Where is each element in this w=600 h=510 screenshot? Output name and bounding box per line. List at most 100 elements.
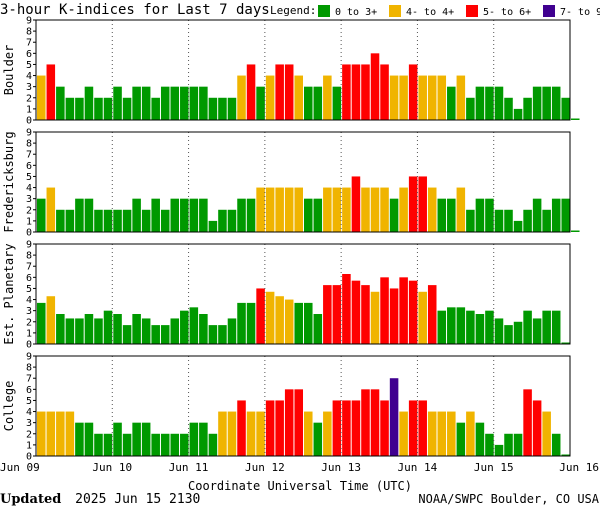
y-tick-label: 7 xyxy=(26,38,32,49)
bar xyxy=(275,187,284,232)
bar xyxy=(389,378,399,456)
y-tick-label: 7 xyxy=(26,374,32,385)
bar xyxy=(237,400,246,456)
bar xyxy=(180,433,189,456)
bar xyxy=(75,198,84,232)
bar xyxy=(532,198,542,232)
bar xyxy=(523,389,532,456)
bar xyxy=(199,422,208,456)
y-tick-label: 9 xyxy=(26,352,32,363)
bar xyxy=(160,209,170,232)
bar xyxy=(37,302,46,344)
bar xyxy=(332,285,342,344)
bar xyxy=(551,86,561,120)
bar xyxy=(151,433,160,456)
bar xyxy=(542,209,551,232)
bar xyxy=(408,64,418,120)
bar xyxy=(208,220,218,232)
bar xyxy=(351,280,361,344)
bar xyxy=(151,325,160,344)
bar xyxy=(427,75,437,120)
bar xyxy=(389,288,399,344)
bar xyxy=(94,97,103,120)
bar xyxy=(218,209,227,232)
bar xyxy=(65,209,75,232)
legend-swatch-1 xyxy=(389,5,401,17)
bar xyxy=(189,198,199,232)
bar xyxy=(160,433,170,456)
bar xyxy=(56,314,65,344)
bar xyxy=(571,118,580,120)
svg-text:Updated 2025 Jun 15 2130: Updated 2025 Jun 15 2130 xyxy=(0,492,200,507)
y-tick-label: 3 xyxy=(26,418,32,429)
bar xyxy=(46,411,56,456)
panel-label: Boulder xyxy=(2,45,16,96)
bar xyxy=(170,198,180,232)
bar xyxy=(323,411,332,456)
x-tick-label: Jun 10 xyxy=(92,461,132,474)
bar xyxy=(494,444,504,456)
bar xyxy=(304,86,313,120)
bar xyxy=(504,325,513,344)
bar xyxy=(504,433,513,456)
bar xyxy=(208,433,218,456)
bar xyxy=(284,64,294,120)
bar xyxy=(103,310,113,344)
y-tick-label: 4 xyxy=(26,407,32,418)
bar xyxy=(523,209,532,232)
legend-label-3: 7- to 9 xyxy=(560,7,600,18)
bar xyxy=(56,209,65,232)
bar xyxy=(189,422,199,456)
bar xyxy=(380,277,389,344)
bar xyxy=(265,291,275,344)
bar xyxy=(75,97,84,120)
y-tick-label: 8 xyxy=(26,251,32,262)
bar xyxy=(141,209,151,232)
bar xyxy=(532,86,542,120)
bar xyxy=(122,325,132,344)
bar xyxy=(494,209,504,232)
y-tick-label: 6 xyxy=(26,161,32,172)
bar xyxy=(494,318,504,344)
bar xyxy=(418,75,427,120)
bar xyxy=(342,400,351,456)
y-tick-label: 5 xyxy=(26,284,32,295)
bar xyxy=(332,86,342,120)
bar xyxy=(523,310,532,344)
bar xyxy=(513,321,523,344)
bar xyxy=(56,86,65,120)
bar xyxy=(94,209,103,232)
bar xyxy=(532,318,542,344)
bar xyxy=(265,400,275,456)
bar xyxy=(370,53,380,121)
x-axis: Jun 09 Jun 10 Jun 11 Jun 12 Jun 13 Jun 14 Jun … xyxy=(0,461,599,474)
y-tick-label: 7 xyxy=(26,150,32,161)
bar xyxy=(170,433,180,456)
bar xyxy=(132,198,141,232)
bar xyxy=(65,318,75,344)
bar xyxy=(323,285,332,344)
bar xyxy=(399,411,408,456)
bar xyxy=(113,422,122,456)
bar xyxy=(75,422,84,456)
bar xyxy=(132,422,141,456)
bar xyxy=(523,97,532,120)
bar xyxy=(122,97,132,120)
bar xyxy=(265,75,275,120)
y-tick-label: 6 xyxy=(26,273,32,284)
legend: 0 to 3+ 4- to 4+ 5- to 6+ 7- to 9 xyxy=(318,5,600,18)
bar xyxy=(94,318,103,344)
y-tick-label: 4 xyxy=(26,295,32,306)
bar xyxy=(485,198,494,232)
bar xyxy=(132,314,141,344)
y-tick-label: 9 xyxy=(26,240,32,251)
bar xyxy=(56,411,65,456)
bar xyxy=(141,318,151,344)
bar xyxy=(571,230,580,232)
bar xyxy=(542,86,551,120)
bar xyxy=(84,198,94,232)
bar xyxy=(313,198,323,232)
bar xyxy=(160,325,170,344)
bar xyxy=(551,433,561,456)
